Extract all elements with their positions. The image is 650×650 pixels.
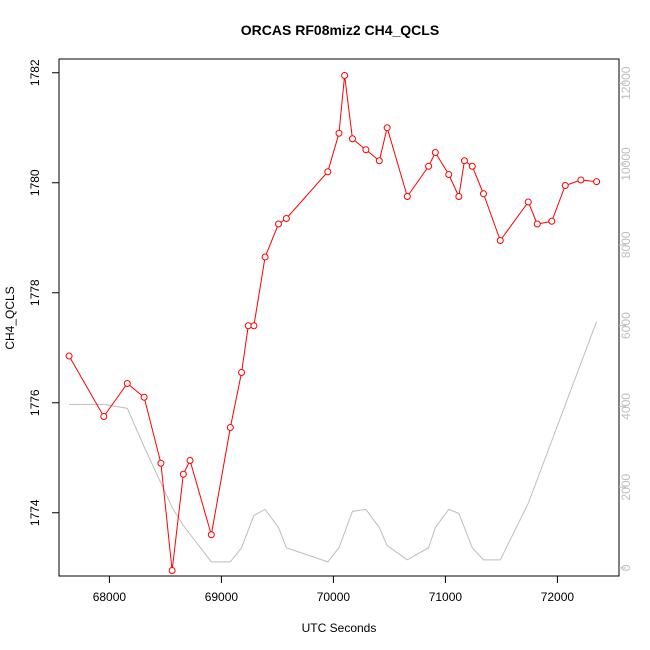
y2-tick-label-4: 8000 — [619, 231, 633, 258]
series-0-point-31 — [496, 237, 504, 244]
series-0-point-35 — [561, 182, 569, 189]
series-0-point-30 — [479, 190, 487, 198]
y-axis-left: 1774 1776 1778 1780 1782 — [28, 59, 59, 526]
x-tick-label-1: 69000 — [205, 590, 239, 604]
series-0-point-28 — [460, 157, 468, 165]
series-0-point-13 — [261, 253, 269, 261]
x-tick-label-2: 70000 — [317, 590, 351, 604]
series-0-point-18 — [341, 72, 349, 79]
y-axis-right: 0 2000 4000 6000 8000 10000 12000 — [619, 66, 633, 571]
plot-frame — [58, 58, 620, 577]
series-0-point-32 — [524, 198, 532, 206]
series-0-point-34 — [548, 217, 556, 225]
series-0-point-25 — [431, 149, 439, 156]
series-0-point-15 — [282, 215, 290, 222]
series-0-point-27 — [455, 193, 463, 200]
series-0 — [65, 72, 601, 574]
series-0-point-3 — [140, 393, 148, 401]
series-0-point-22 — [383, 124, 391, 132]
series-0-point-6 — [179, 470, 187, 478]
series-0-point-14 — [275, 220, 283, 228]
series-0-point-5 — [168, 567, 176, 574]
x-axis-label: UTC Seconds — [302, 621, 377, 635]
series-0-point-29 — [468, 162, 476, 170]
series-0-point-17 — [335, 129, 343, 137]
y2-tick-label-6: 12000 — [619, 66, 633, 100]
series-0-point-20 — [362, 146, 370, 154]
series-0-point-21 — [375, 157, 383, 165]
y-tick-label-0: 1774 — [28, 499, 42, 526]
series-0-point-8 — [207, 531, 215, 539]
y2-tick-label-2: 4000 — [619, 393, 633, 420]
x-tick-label-4: 72000 — [541, 590, 575, 604]
y-tick-label-3: 1780 — [28, 169, 42, 196]
x-tick-label-0: 68000 — [93, 590, 127, 604]
series-1 — [69, 321, 598, 563]
x-tick-label-3: 71000 — [429, 590, 463, 604]
series-0-point-37 — [593, 178, 601, 186]
series-0-point-10 — [238, 369, 246, 376]
series-0-point-1 — [100, 413, 108, 420]
y-tick-label-4: 1782 — [28, 59, 42, 86]
series-0-point-19 — [348, 135, 356, 143]
y-tick-label-2: 1778 — [28, 279, 42, 306]
series-0-point-24 — [425, 162, 433, 170]
series-0-point-26 — [445, 171, 453, 178]
series-layer — [65, 72, 601, 574]
x-axis: 68000 69000 70000 71000 72000 — [93, 576, 575, 604]
chart-title: ORCAS RF08miz2 CH4_QCLS — [241, 22, 439, 38]
series-0-point-12 — [250, 322, 258, 330]
series-0-point-4 — [157, 459, 165, 467]
series-0-point-33 — [533, 220, 541, 228]
series-0-point-0 — [65, 352, 73, 360]
series-0-point-2 — [123, 380, 131, 387]
y-axis-label: CH4_QCLS — [3, 286, 17, 349]
series-0-point-7 — [186, 457, 194, 464]
series-0-point-16 — [324, 168, 332, 176]
y2-tick-label-0: 0 — [619, 564, 633, 571]
series-0-point-36 — [577, 176, 585, 184]
y2-tick-label-5: 10000 — [619, 147, 633, 181]
y2-tick-label-3: 6000 — [619, 312, 633, 339]
y-tick-label-1: 1776 — [28, 389, 42, 416]
series-0-point-23 — [403, 193, 411, 200]
series-0-point-9 — [226, 424, 234, 431]
series-1-line — [69, 321, 598, 563]
y2-tick-label-1: 2000 — [619, 473, 633, 500]
